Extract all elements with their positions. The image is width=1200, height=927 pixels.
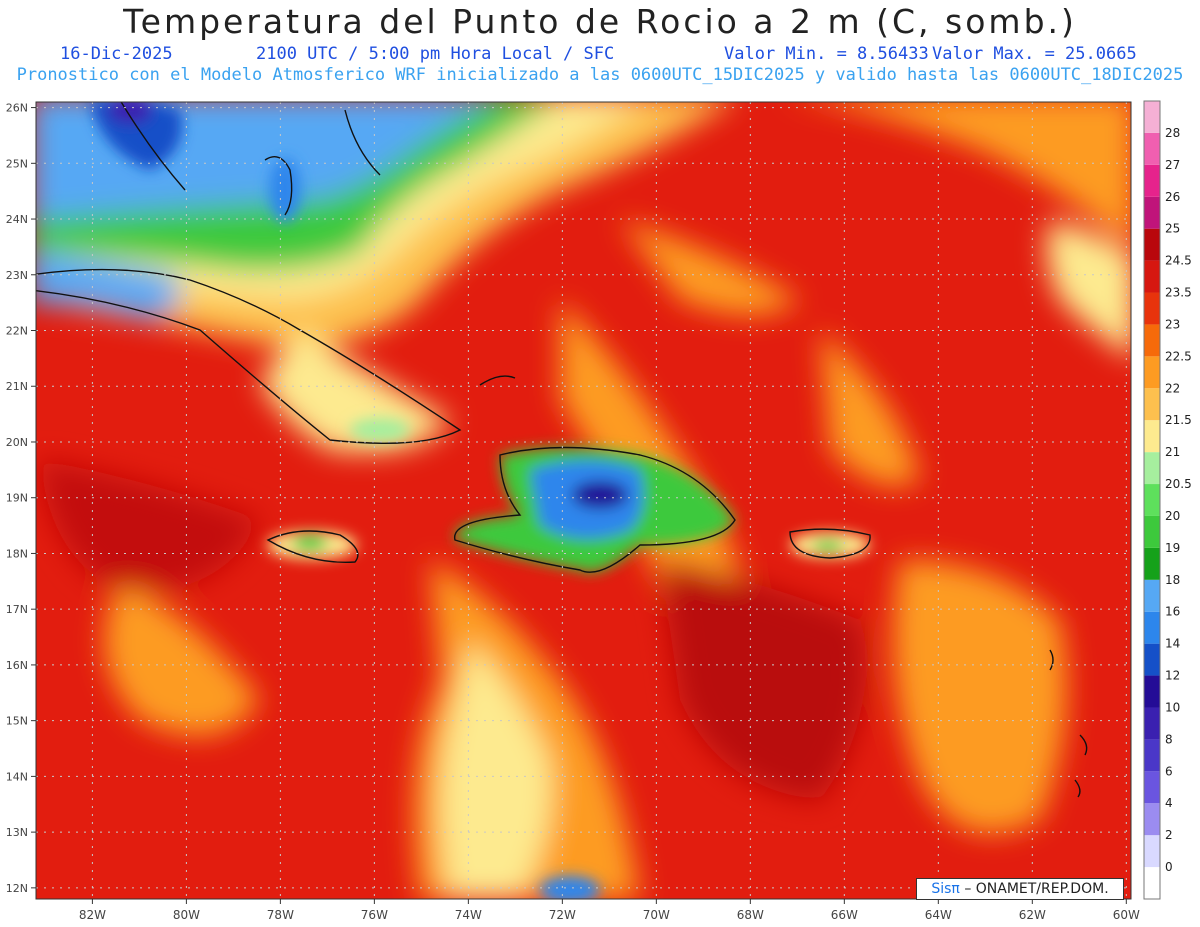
credit-text: – ONAMET/REP.DOM. <box>964 881 1109 897</box>
colorbar-label: 18 <box>1165 573 1180 587</box>
lat-tick-label: 20N <box>6 436 28 449</box>
colorbar-swatch <box>1144 739 1160 772</box>
colorbar-label: 25 <box>1165 222 1180 236</box>
lon-tick-label: 64W <box>925 908 952 922</box>
lon-tick-label: 74W <box>455 908 482 922</box>
colorbar-swatch <box>1144 324 1160 357</box>
colorbar-swatch <box>1144 484 1160 516</box>
colorbar-label: 26 <box>1165 190 1180 204</box>
forecast-date: 16-Dic-2025 <box>60 44 173 64</box>
lon-tick-label: 72W <box>549 908 576 922</box>
colorbar-swatch <box>1144 579 1160 612</box>
colorbar-label: 22 <box>1165 381 1180 395</box>
lon-tick-label: 76W <box>361 908 388 922</box>
colorbar-label: 23 <box>1165 317 1180 331</box>
colorbar-swatch <box>1144 452 1160 485</box>
colorbar-label: 8 <box>1165 732 1173 746</box>
colorbar-swatch <box>1144 292 1160 325</box>
lon-tick-label: 60W <box>1113 908 1140 922</box>
colorbar-swatch <box>1144 611 1160 644</box>
colorbar: 0 2 4 6 8 10 12 14 16 18 19 20 20.5 21 21.5 22 22.5 23 23.… <box>1143 100 1192 900</box>
colorbar-swatch <box>1144 388 1160 421</box>
colorbar-swatch <box>1144 835 1160 868</box>
colorbar-swatch <box>1144 707 1160 740</box>
lon-tick-label: 78W <box>267 908 294 922</box>
lat-tick-label: 15N <box>6 715 28 728</box>
lat-tick-label: 17N <box>6 603 28 616</box>
colorbar-label: 2 <box>1165 828 1173 842</box>
colorbar-swatch <box>1144 867 1160 899</box>
colorbar-swatch <box>1144 547 1160 580</box>
colorbar-swatch <box>1144 356 1160 389</box>
max-value: Valor Max. = 25.0665 <box>932 44 1137 64</box>
lat-tick-label: 13N <box>6 826 28 839</box>
coastlines <box>36 102 1088 798</box>
lat-tick-label: 23N <box>6 269 28 282</box>
colorbar-label: 0 <box>1165 860 1173 874</box>
min-value: Valor Min. = 8.56433 <box>724 44 929 64</box>
colorbar-swatch <box>1144 771 1160 804</box>
lat-tick-label: 16N <box>6 659 28 672</box>
colorbar-label: 14 <box>1165 637 1180 651</box>
colorbar-swatch <box>1144 228 1160 261</box>
lon-tick-label: 68W <box>737 908 764 922</box>
colorbar-swatch <box>1144 164 1160 197</box>
forecast-time: 2100 UTC / 5:00 pm Hora Local / SFC <box>256 44 615 64</box>
lon-tick-label: 82W <box>79 908 106 922</box>
colorbar-label: 21 <box>1165 445 1180 459</box>
lat-tick-label: 18N <box>6 547 28 560</box>
colorbar-label: 23.5 <box>1165 286 1192 300</box>
chart-title: Temperatura del Punto de Rocio a 2 m (C,… <box>123 2 1077 41</box>
lat-tick-label: 26N <box>6 102 28 115</box>
colorbar-label: 12 <box>1165 669 1180 683</box>
colorbar-swatch <box>1144 515 1160 548</box>
lat-tick-label: 14N <box>6 770 28 783</box>
lon-tick-label: 66W <box>831 908 858 922</box>
graticule <box>36 102 1131 899</box>
lat-tick-label: 21N <box>6 380 28 393</box>
map-field <box>36 102 1131 899</box>
colorbar-label: 28 <box>1165 126 1180 140</box>
lon-tick-label: 62W <box>1019 908 1046 922</box>
colorbar-swatch <box>1144 420 1160 453</box>
sispi-logo: Sisπ <box>931 881 960 897</box>
colorbar-label: 4 <box>1165 796 1173 810</box>
colorbar-swatch <box>1144 803 1160 836</box>
colorbar-label: 10 <box>1165 700 1180 714</box>
colorbar-swatch <box>1144 101 1160 133</box>
model-info: Pronostico con el Modelo Atmosferico WRF… <box>16 65 1184 85</box>
lon-tick-label: 80W <box>173 908 200 922</box>
lat-tick-label: 24N <box>6 213 28 226</box>
colorbar-label: 20 <box>1165 509 1180 523</box>
colorbar-label: 6 <box>1165 764 1173 778</box>
colorbar-swatch <box>1144 260 1160 293</box>
lat-tick-label: 22N <box>6 325 28 338</box>
lon-tick-label: 70W <box>643 908 670 922</box>
colorbar-label: 24.5 <box>1165 254 1192 268</box>
map-frame <box>35 101 1132 900</box>
lat-tick-label: 12N <box>6 882 28 895</box>
colorbar-swatch <box>1144 196 1160 229</box>
colorbar-swatch <box>1144 132 1160 165</box>
colorbar-label: 22.5 <box>1165 349 1192 363</box>
colorbar-label: 27 <box>1165 158 1180 172</box>
longitude-ticks: 82W 80W 78W 76W 74W 72W 70W 68W 66W 64W 62W 60W <box>79 899 1140 922</box>
colorbar-label: 16 <box>1165 605 1180 619</box>
credit-box: Sisπ – ONAMET/REP.DOM. <box>916 878 1124 900</box>
lat-tick-label: 25N <box>6 157 28 170</box>
colorbar-swatch <box>1144 643 1160 676</box>
colorbar-label: 21.5 <box>1165 413 1192 427</box>
lat-tick-label: 19N <box>6 492 28 505</box>
latitude-ticks: 12N 13N 14N 15N 16N 17N 18N 19N 20N 21N 22N 23N 24N 2… <box>6 102 36 895</box>
colorbar-label: 20.5 <box>1165 477 1192 491</box>
colorbar-swatch <box>1144 675 1160 708</box>
colorbar-label: 19 <box>1165 541 1180 555</box>
